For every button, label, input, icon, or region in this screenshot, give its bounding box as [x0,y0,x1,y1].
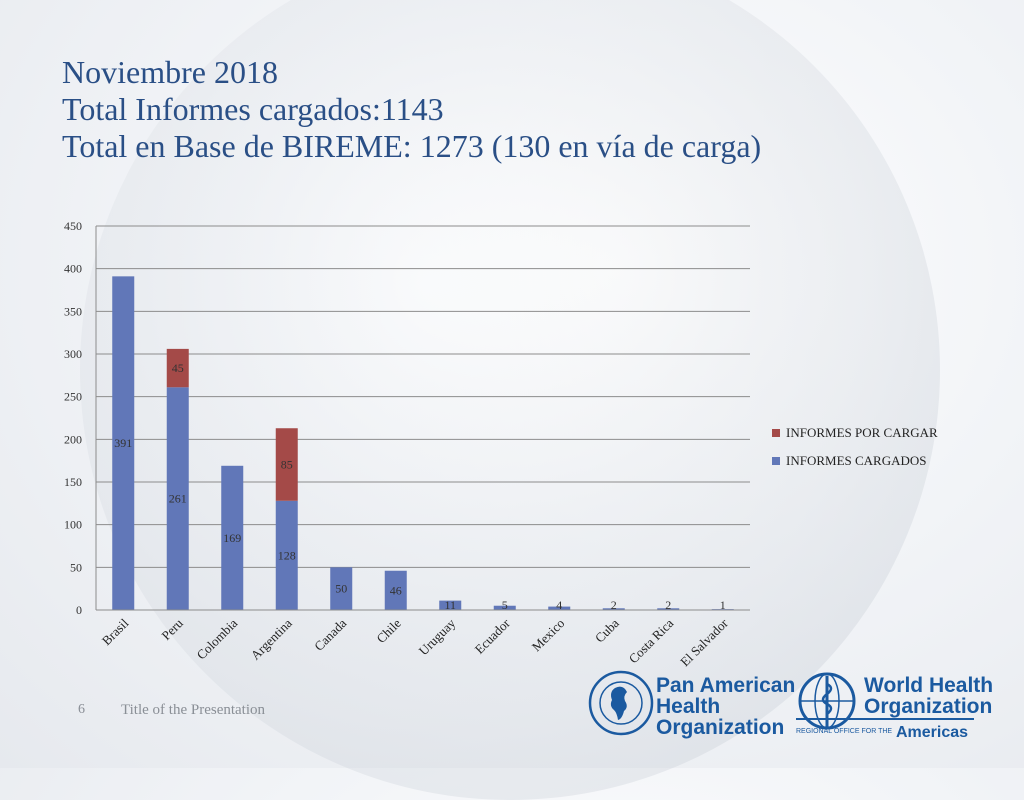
x-tick-label-brasil: Brasil [99,615,132,648]
x-tick-label-el-salvador: El Salvador [677,615,731,669]
x-tick-label-colombia: Colombia [194,615,241,662]
legend-swatch-0 [772,429,780,437]
bar-cargados-canada [330,567,353,610]
data-label-cargados: 128 [278,548,296,562]
data-label-cargados: 4 [556,598,562,612]
data-label-cargados: 11 [444,598,456,612]
data-label-cargados: 391 [114,436,132,450]
who-region-name: Americas [896,724,969,741]
title-line-2: Total Informes cargados:1143 [62,91,444,127]
y-tick-label: 350 [64,304,82,318]
who-name-line-2: Organization [864,695,993,718]
data-label-cargados: 261 [169,492,187,506]
title-line-3: Total en Base de BIREME: 1273 (130 en ví… [62,128,762,164]
y-tick-label: 150 [64,475,82,489]
bar-cargados-brasil [112,276,135,610]
data-label-cargados: 5 [502,598,508,612]
y-tick-label: 50 [70,560,82,574]
who-name-line-1: World Health [864,674,994,697]
who-region-prefix: REGIONAL OFFICE FOR THE [796,728,893,735]
legend-label-1: INFORMES CARGADOS [786,453,927,468]
who-logo: World Health Organization REGIONAL OFFIC… [796,668,993,744]
y-tick-label: 0 [76,603,82,617]
paho-name-line-3: Organization [656,716,785,739]
legend-label-0: INFORMES POR CARGAR [786,425,938,440]
bar-por-cargar-peru [166,348,189,388]
data-label-por-cargar: 85 [281,458,293,472]
bar-cargados-chile [384,570,407,610]
x-tick-label-argentina: Argentina [248,615,295,662]
x-tick-label-ecuador: Ecuador [472,615,514,657]
who-emblem-icon [798,672,856,730]
legend-swatch-1 [772,457,780,465]
bar-cargados-uruguay [439,600,462,610]
paho-seal-icon [588,670,654,736]
bar-cargados-costa-rica [657,608,680,610]
data-label-por-cargar: 45 [172,361,184,375]
data-label-cargados: 2 [665,598,671,612]
data-label-cargados: 2 [611,598,617,612]
x-tick-label-cuba: Cuba [592,615,622,645]
data-label-cargados: 1 [720,598,726,612]
bar-cargados-peru [166,387,189,610]
x-tick-label-mexico: Mexico [529,616,568,655]
slide-title: Noviembre 2018 Total Informes cargados:1… [62,54,761,165]
data-label-cargados: 50 [335,582,347,596]
footer-title: Title of the Presentation [121,702,266,718]
x-tick-label-canada: Canada [311,615,349,653]
data-label-cargados: 46 [390,583,402,597]
bar-por-cargar-argentina [275,428,298,501]
slide-number: 6 [78,702,85,717]
y-tick-label: 200 [64,432,82,446]
bar-cargados-argentina [275,500,298,610]
stacked-bar-chart: 050100150200250300350400450391Brasil2614… [64,219,938,669]
x-tick-label-chile: Chile [373,615,404,646]
bar-cargados-cuba [602,608,625,610]
y-tick-label: 450 [64,219,82,233]
x-tick-label-peru: Peru [158,615,186,643]
who-logo-rule [796,718,974,720]
paho-logo: Pan American Health Organization [588,668,795,742]
x-tick-label-costa-rica: Costa Rica [626,615,677,666]
bar-cargados-mexico [548,606,571,610]
y-tick-label: 400 [64,262,82,276]
y-tick-label: 100 [64,518,82,532]
data-label-cargados: 169 [223,531,241,545]
bar-cargados-colombia [221,465,244,610]
y-tick-label: 250 [64,390,82,404]
y-tick-label: 300 [64,347,82,361]
paho-name-line-1: Pan American [656,674,796,697]
bar-cargados-ecuador [493,605,516,610]
title-line-1: Noviembre 2018 [62,54,278,90]
paho-name-line-2: Health [656,695,721,718]
x-tick-label-uruguay: Uruguay [416,615,459,658]
